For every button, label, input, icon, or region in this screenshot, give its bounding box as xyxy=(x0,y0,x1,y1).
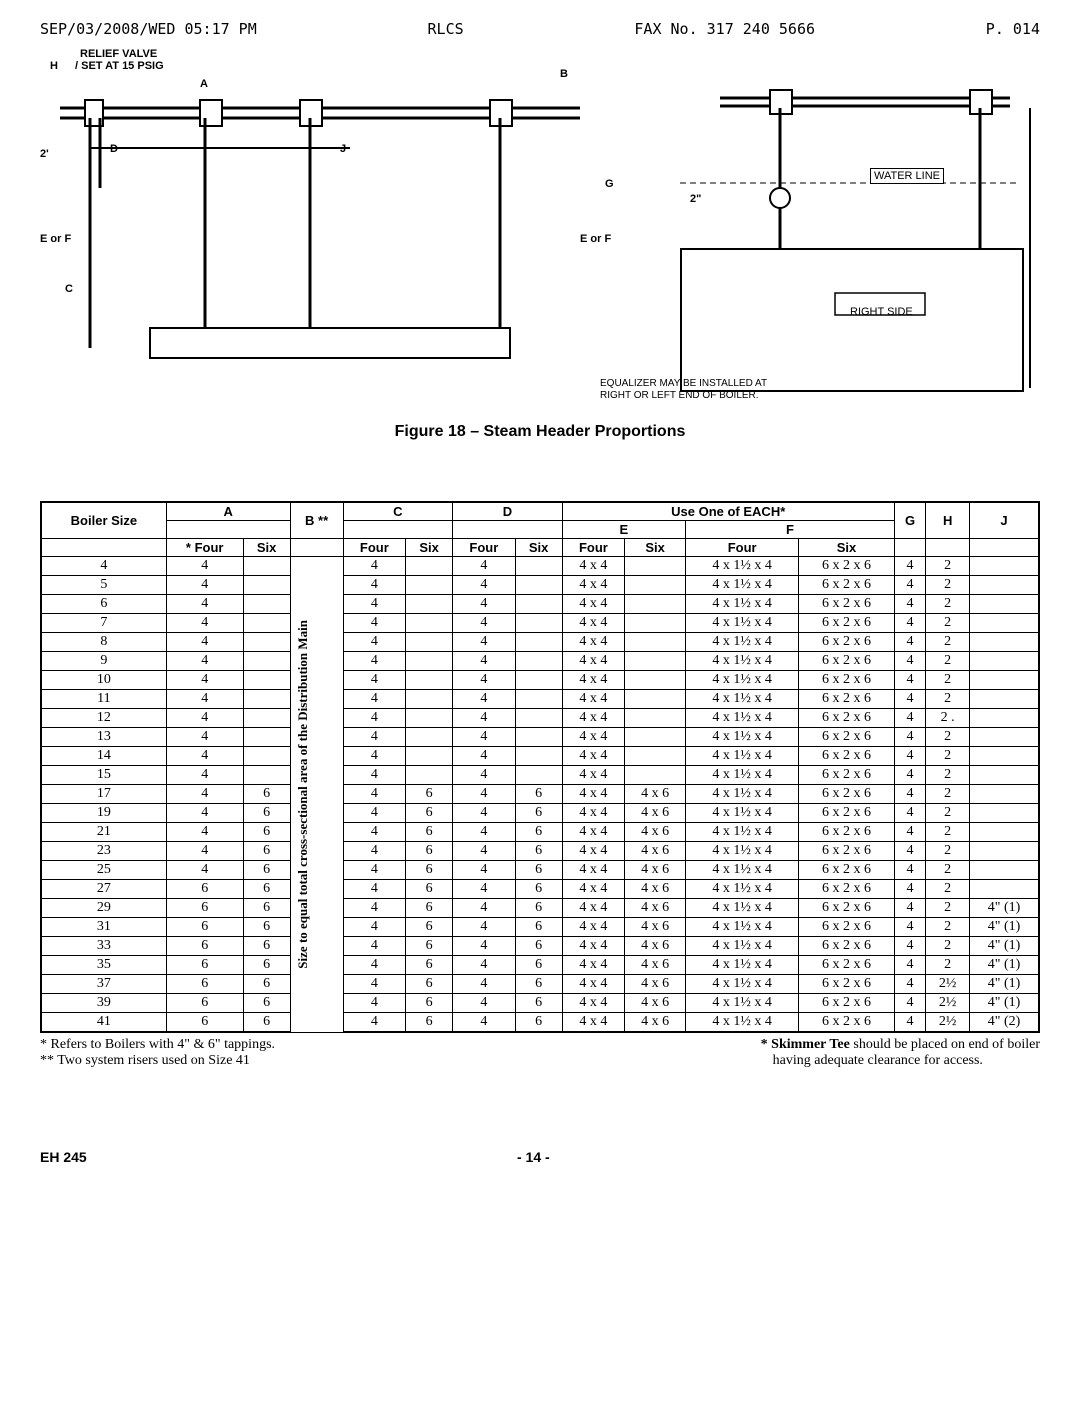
label-2ft: 2' xyxy=(40,148,49,160)
table-row: 416646464 x 44 x 64 x 1½ x 46 x 2 x 642½… xyxy=(41,1013,1039,1033)
col-E: E xyxy=(562,521,686,539)
table-row: 356646464 x 44 x 64 x 1½ x 46 x 2 x 6424… xyxy=(41,956,1039,975)
table-row: 54444 x 44 x 1½ x 46 x 2 x 642 xyxy=(41,576,1039,595)
footnote-left-2: ** Two system risers used on Size 41 xyxy=(40,1053,275,1069)
water-line-label: WATER LINE xyxy=(870,168,944,184)
right-side-label: RIGHT SIDE xyxy=(850,306,913,318)
table-row: 64444 x 44 x 1½ x 46 x 2 x 642 xyxy=(41,595,1039,614)
col-F: F xyxy=(686,521,895,539)
table-row: 74444 x 44 x 1½ x 46 x 2 x 642 xyxy=(41,614,1039,633)
sub-C-four: Four xyxy=(343,539,405,557)
table-row: 336646464 x 44 x 64 x 1½ x 46 x 2 x 6424… xyxy=(41,937,1039,956)
sub-A-four: * Four xyxy=(166,539,243,557)
sub-F-six: Six xyxy=(799,539,895,557)
footnote-right-1: * Skimmer Tee xyxy=(761,1037,850,1052)
col-boiler: Boiler Size xyxy=(41,502,166,539)
sub-C-six: Six xyxy=(406,539,453,557)
col-C: C xyxy=(343,502,453,521)
table-row: 174646464 x 44 x 64 x 1½ x 46 x 2 x 642 xyxy=(41,785,1039,804)
col-B: B ** xyxy=(290,502,343,539)
table-row: 316646464 x 44 x 64 x 1½ x 46 x 2 x 6424… xyxy=(41,918,1039,937)
table-row: 194646464 x 44 x 64 x 1½ x 46 x 2 x 642 xyxy=(41,804,1039,823)
right-schematic xyxy=(680,68,1040,398)
table-row: 84444 x 44 x 1½ x 46 x 2 x 642 xyxy=(41,633,1039,652)
equalizer-note-2: RIGHT OR LEFT END OF BOILER. xyxy=(600,390,759,401)
sub-E-six: Six xyxy=(625,539,686,557)
left-schematic xyxy=(50,88,630,368)
col-G: G xyxy=(894,502,926,539)
footnote-left-1: * Refers to Boilers with 4" & 6" tapping… xyxy=(40,1037,275,1053)
table-row: 134444 x 44 x 1½ x 46 x 2 x 642 xyxy=(41,728,1039,747)
col-J: J xyxy=(970,502,1039,539)
table-row: 254646464 x 44 x 64 x 1½ x 46 x 2 x 642 xyxy=(41,861,1039,880)
fax-sender: RLCS xyxy=(428,20,464,38)
proportions-table: Boiler Size A B ** C D Use One of EACH* … xyxy=(40,501,1040,1033)
table-row: 396646464 x 44 x 64 x 1½ x 46 x 2 x 642½… xyxy=(41,994,1039,1013)
sub-F-four: Four xyxy=(686,539,799,557)
footer-page: - 14 - xyxy=(517,1149,550,1165)
figure-caption: Figure 18 – Steam Header Proportions xyxy=(40,423,1040,441)
col-A: A xyxy=(166,502,290,521)
table-row: 376646464 x 44 x 64 x 1½ x 46 x 2 x 642½… xyxy=(41,975,1039,994)
sub-D-six: Six xyxy=(515,539,562,557)
footnote-right-1b: should be placed on end of boiler xyxy=(853,1037,1040,1052)
fax-header: SEP/03/2008/WED 05:17 PM RLCS FAX No. 31… xyxy=(40,20,1040,38)
fax-datetime: SEP/03/2008/WED 05:17 PM xyxy=(40,20,257,38)
col-H: H xyxy=(926,502,970,539)
table-row: 276646464 x 44 x 64 x 1½ x 46 x 2 x 642 xyxy=(41,880,1039,899)
table-row: 144444 x 44 x 1½ x 46 x 2 x 642 xyxy=(41,747,1039,766)
label-B: B xyxy=(560,68,568,80)
table-row: 214646464 x 44 x 64 x 1½ x 46 x 2 x 642 xyxy=(41,823,1039,842)
fax-number: FAX No. 317 240 5666 xyxy=(634,20,815,38)
page-footer: EH 245 - 14 - xyxy=(40,1149,1040,1165)
sub-E-four: Four xyxy=(562,539,624,557)
table-row: 44Size to equal total cross-sectional ar… xyxy=(41,557,1039,576)
relief-valve-label: RELIEF VALVE xyxy=(80,48,157,60)
footer-model: EH 245 xyxy=(40,1149,87,1165)
table-row: 124444 x 44 x 1½ x 46 x 2 x 642 . xyxy=(41,709,1039,728)
footnote-right-2: having adequate clearance for access. xyxy=(761,1053,1040,1069)
sub-D-four: Four xyxy=(453,539,515,557)
table-row: 296646464 x 44 x 64 x 1½ x 46 x 2 x 6424… xyxy=(41,899,1039,918)
footnotes: * Refers to Boilers with 4" & 6" tapping… xyxy=(40,1037,1040,1069)
fax-page: P. 014 xyxy=(986,20,1040,38)
label-H: H xyxy=(50,60,58,72)
table-row: 94444 x 44 x 1½ x 46 x 2 x 642 xyxy=(41,652,1039,671)
table-row: 154444 x 44 x 1½ x 46 x 2 x 642 xyxy=(41,766,1039,785)
table-row: 114444 x 44 x 1½ x 46 x 2 x 642 xyxy=(41,690,1039,709)
col-B-note: Size to equal total cross-sectional area… xyxy=(295,620,311,969)
table-row: 234646464 x 44 x 64 x 1½ x 46 x 2 x 642 xyxy=(41,842,1039,861)
equalizer-note-1: EQUALIZER MAY BE INSTALLED AT xyxy=(600,378,767,389)
col-use-one: Use One of EACH* xyxy=(562,502,894,521)
sub-A-six: Six xyxy=(243,539,290,557)
table-row: 104444 x 44 x 1½ x 46 x 2 x 642 xyxy=(41,671,1039,690)
col-D: D xyxy=(453,502,563,521)
steam-header-diagram: RELIEF VALVE / SET AT 15 PSIG H A B D J … xyxy=(40,48,1040,408)
